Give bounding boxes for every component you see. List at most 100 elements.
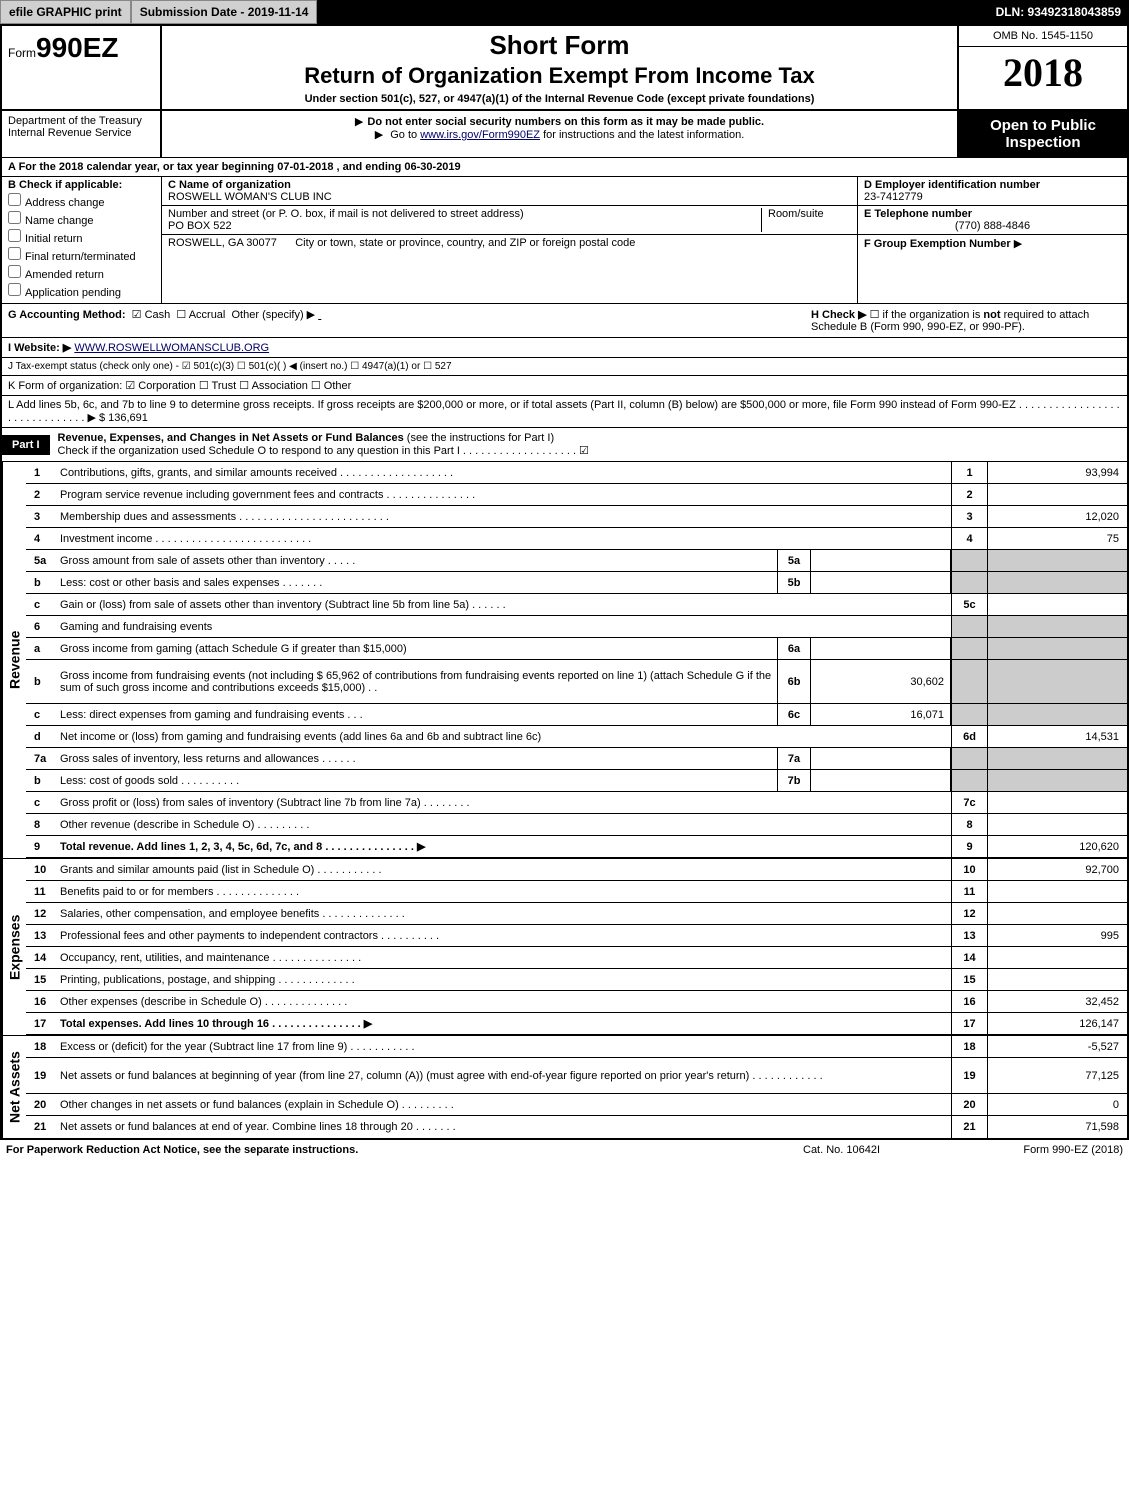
row-2-rn: 2 (951, 484, 987, 505)
cb-amended-return[interactable] (8, 265, 21, 278)
row-1-rv: 93,994 (987, 462, 1127, 483)
cb-address-change[interactable] (8, 193, 21, 206)
row-2-num: 2 (26, 489, 56, 501)
row-5c-num: c (26, 599, 56, 611)
box-f-label: F Group Exemption Number (864, 238, 1011, 250)
row-4-rn: 4 (951, 528, 987, 549)
line-i-label: I Website: ▶ (8, 342, 71, 354)
row-15-rv (987, 969, 1127, 990)
row-4-num: 4 (26, 533, 56, 545)
header-right-cell: OMB No. 1545-1150 2018 (957, 26, 1127, 109)
part-1-title: Revenue, Expenses, and Changes in Net As… (50, 428, 1127, 461)
topbar-spacer (317, 0, 987, 24)
line-a-pre: A For the 2018 calendar year, or tax yea… (8, 161, 277, 173)
row-8-rv (987, 814, 1127, 835)
row-6a-rv (987, 638, 1127, 659)
line-a-begin: 07-01-2018 (277, 161, 333, 173)
row-6-desc: Gaming and fundraising events (56, 619, 951, 635)
row-13-num: 13 (26, 930, 56, 942)
note-2-post: for instructions and the latest informat… (543, 129, 744, 141)
page-footer: For Paperwork Reduction Act Notice, see … (0, 1140, 1129, 1160)
row-12-rv (987, 903, 1127, 924)
row-17-rn: 17 (951, 1013, 987, 1034)
row-6-rv (987, 616, 1127, 637)
row-9-desc: Total revenue. Add lines 1, 2, 3, 4, 5c,… (56, 838, 951, 855)
row-6c-rv (987, 704, 1127, 725)
row-21-num: 21 (26, 1121, 56, 1133)
row-14-num: 14 (26, 952, 56, 964)
row-6a-mn: 6a (777, 638, 811, 659)
row-5b-num: b (26, 577, 56, 589)
irs-label: Internal Revenue Service (8, 127, 154, 139)
row-12-desc: Salaries, other compensation, and employ… (56, 906, 951, 922)
cb-name-change[interactable] (8, 211, 21, 224)
expenses-side-label: Expenses (2, 859, 26, 1035)
cb-final-return[interactable] (8, 247, 21, 260)
row-7a-mn: 7a (777, 748, 811, 769)
row-2-desc: Program service revenue including govern… (56, 487, 951, 503)
cb-final-return-label: Final return/terminated (25, 251, 136, 263)
short-form-title: Short Form (172, 30, 947, 61)
irs-gov-link[interactable]: www.irs.gov/Form990EZ (420, 129, 540, 141)
row-9-num: 9 (26, 841, 56, 853)
row-3-num: 3 (26, 511, 56, 523)
website-link[interactable]: WWW.ROSWELLWOMANSCLUB.ORG (74, 342, 269, 354)
row-6b-rv (987, 660, 1127, 703)
row-5a-rv (987, 550, 1127, 571)
row-15-num: 15 (26, 974, 56, 986)
line-g-label: G Accounting Method: (8, 309, 126, 321)
row-6b-mn: 6b (777, 660, 811, 703)
row-19-rn: 19 (951, 1058, 987, 1093)
row-2-rv (987, 484, 1127, 505)
row-16-desc: Other expenses (describe in Schedule O) … (56, 994, 951, 1010)
box-b: B Check if applicable: Address change Na… (2, 177, 162, 303)
header-row: Form990EZ Short Form Return of Organizat… (2, 26, 1127, 111)
row-4-rv: 75 (987, 528, 1127, 549)
expenses-section: Expenses 10Grants and similar amounts pa… (2, 858, 1127, 1035)
cb-amended-return-label: Amended return (25, 269, 104, 281)
row-7b-rv (987, 770, 1127, 791)
efile-print-button[interactable]: efile GRAPHIC print (0, 0, 131, 24)
row-7a-desc: Gross sales of inventory, less returns a… (56, 751, 777, 767)
row-13-rn: 13 (951, 925, 987, 946)
line-h-text1: if the organization is (883, 309, 984, 321)
part-1-label: Part I (2, 435, 50, 455)
row-10-rv: 92,700 (987, 859, 1127, 880)
row-7c-rv (987, 792, 1127, 813)
row-6d-rv: 14,531 (987, 726, 1127, 747)
row-3-desc: Membership dues and assessments . . . . … (56, 509, 951, 525)
row-6a-desc: Gross income from gaming (attach Schedul… (56, 641, 777, 657)
row-10-num: 10 (26, 864, 56, 876)
cb-application-pending[interactable] (8, 283, 21, 296)
row-5b-mv (811, 572, 951, 593)
org-address: PO BOX 522 (168, 220, 761, 232)
row-5b-mn: 5b (777, 572, 811, 593)
org-city: ROSWELL, GA 30077 (168, 237, 277, 249)
row-11-num: 11 (26, 886, 56, 898)
row-8-num: 8 (26, 819, 56, 831)
row-19-num: 19 (26, 1070, 56, 1082)
line-l: L Add lines 5b, 6c, and 7b to line 9 to … (2, 396, 1127, 428)
form-container: Form990EZ Short Form Return of Organizat… (0, 24, 1129, 1140)
footer-right: Form 990-EZ (2018) (963, 1144, 1123, 1156)
cb-initial-return-label: Initial return (25, 233, 82, 245)
line-j: J Tax-exempt status (check only one) - ☑… (2, 358, 1127, 376)
row-6c-desc: Less: direct expenses from gaming and fu… (56, 707, 777, 723)
row-3-rn: 3 (951, 506, 987, 527)
row-19-rv: 77,125 (987, 1058, 1127, 1093)
row-21-rn: 21 (951, 1116, 987, 1138)
row-5a-desc: Gross amount from sale of assets other t… (56, 553, 777, 569)
row-6b-mv: 30,602 (811, 660, 951, 703)
line-h-not: not (983, 309, 1000, 321)
header-row-2: Department of the Treasury Internal Reve… (2, 111, 1127, 158)
cb-address-change-label: Address change (25, 197, 105, 209)
row-6a-rn (951, 638, 987, 659)
row-20-rv: 0 (987, 1094, 1127, 1115)
row-14-rn: 14 (951, 947, 987, 968)
row-19-desc: Net assets or fund balances at beginning… (56, 1068, 951, 1084)
row-9-rn: 9 (951, 836, 987, 857)
line-a-mid: , and ending (337, 161, 405, 173)
cb-initial-return[interactable] (8, 229, 21, 242)
line-a: A For the 2018 calendar year, or tax yea… (2, 158, 1127, 177)
row-8-desc: Other revenue (describe in Schedule O) .… (56, 817, 951, 833)
